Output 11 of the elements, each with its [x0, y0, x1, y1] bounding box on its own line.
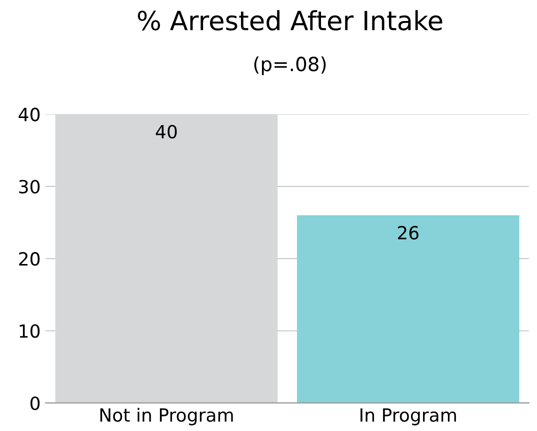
y-tick-label: 0	[30, 396, 40, 410]
chart-title: % Arrested After Intake	[138, 10, 442, 31]
data-label: 40	[156, 124, 177, 138]
chart-subtitle: (p=.08)	[254, 56, 326, 76]
y-tick-label: 10	[20, 324, 40, 338]
y-tick-label: 20	[19, 252, 40, 266]
y-tick-label: 30	[19, 180, 40, 194]
x-tick-label: Not in Program	[100, 408, 233, 426]
data-label: 26	[398, 226, 418, 240]
y-tick-label: 40	[18, 108, 40, 122]
x-tick-label: In Program	[360, 408, 456, 426]
